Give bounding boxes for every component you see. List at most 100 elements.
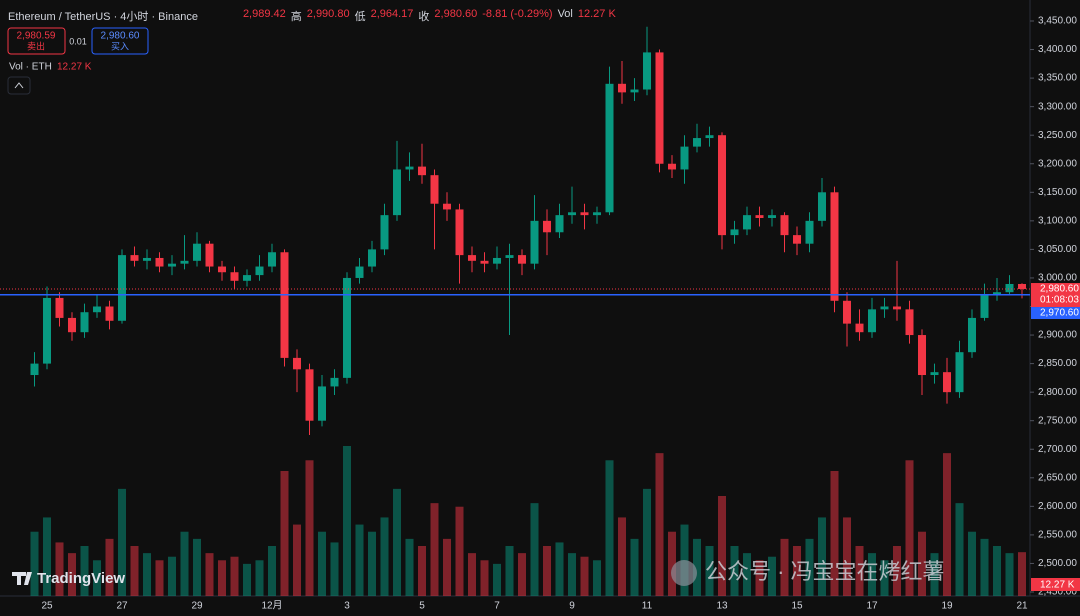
candle-body: [980, 295, 989, 318]
volume-bar: [205, 553, 214, 596]
sell-price: 2,980.59: [17, 31, 56, 42]
volume-bar: [380, 517, 389, 596]
symbol: Ethereum / TetherUS · 4小时 · Binance: [8, 11, 198, 23]
candle-body: [618, 83, 626, 93]
volume-bar: [543, 546, 551, 596]
volume-bar: [230, 556, 239, 596]
volume-bar: [493, 563, 501, 596]
buy-button[interactable]: [91, 27, 149, 55]
volume-bar: [568, 553, 576, 596]
volume-bar: [168, 556, 176, 596]
candle-body: [280, 252, 289, 358]
candle-body: [1005, 283, 1014, 293]
watermark-icon: [671, 560, 697, 586]
volume-bar: [105, 538, 114, 596]
candle-body: [68, 317, 76, 333]
volume-bar: [968, 531, 976, 596]
x-tick-label: 21: [1016, 601, 1028, 612]
volume-bar: [30, 531, 39, 596]
volume-bar: [218, 560, 226, 596]
sell-button[interactable]: [7, 27, 66, 55]
candle-body: [818, 192, 826, 221]
candle-body: [605, 83, 614, 213]
collapse-icon: [14, 82, 24, 89]
readout-item: 12.27 K: [577, 8, 616, 20]
x-tick-label: 17: [866, 601, 878, 612]
candle-body: [393, 169, 401, 216]
volume-bar: [193, 538, 201, 596]
y-tick-label: 2,550.00: [1038, 530, 1077, 541]
volume-bar: [518, 553, 526, 596]
candle-body: [805, 220, 814, 244]
y-tick-label: 3,350.00: [1038, 73, 1077, 84]
candle-body: [93, 306, 101, 313]
candle-body: [568, 212, 576, 216]
candle-body: [480, 260, 489, 264]
readout-item: 2,989.42: [242, 8, 286, 20]
volume-bar: [780, 538, 789, 596]
volume-bar: [768, 556, 776, 596]
volume-bar: [730, 546, 739, 596]
volume-bar: [393, 488, 401, 596]
candle-body: [530, 220, 539, 264]
candle-body: [305, 369, 314, 421]
x-tick-label: 19: [941, 601, 953, 612]
candle-body: [955, 352, 964, 393]
candle-body: [655, 52, 664, 164]
x-tick-label: 11: [642, 601, 653, 612]
volume-bar: [68, 553, 76, 596]
volume-bar: [443, 538, 451, 596]
candle-body: [855, 323, 864, 333]
volume-bar: [580, 556, 589, 596]
volume-bar: [605, 460, 614, 596]
volume-bar: [668, 531, 676, 596]
volume-bar: [718, 496, 726, 596]
candle-body: [880, 306, 889, 310]
candle-body: [43, 297, 51, 364]
candle-body: [943, 372, 951, 393]
candle-body: [905, 309, 914, 336]
volume-bar: [55, 542, 64, 596]
volume-bar: [555, 542, 564, 596]
candle-body: [893, 306, 901, 310]
volume-bar: [805, 538, 814, 596]
volume-bar: [293, 524, 301, 596]
candle-body: [268, 252, 276, 267]
volume-bar: [693, 538, 701, 596]
volume-bar: [318, 531, 326, 596]
candle-body: [368, 249, 376, 267]
volume-bar: [155, 560, 164, 596]
y-tick-label: 3,150.00: [1038, 187, 1077, 198]
y-tick-label: 2,700.00: [1038, 444, 1077, 455]
volume-bar: [143, 553, 151, 596]
readout-item: 2,964.17: [370, 8, 414, 20]
y-tick-label: 3,250.00: [1038, 130, 1077, 141]
volume-bar: [943, 453, 951, 596]
brand: TradingView: [37, 570, 125, 587]
volume-bar: [843, 517, 851, 596]
candle-body: [705, 135, 714, 139]
candle-body: [493, 257, 501, 264]
marker-price-box: [1031, 307, 1080, 320]
candle-body: [555, 215, 564, 233]
readout-item: 高: [290, 11, 302, 23]
legend-bar: Ethereum / TetherUS · 4小时 · Binance 2,98…: [8, 8, 616, 24]
candle-body: [405, 166, 414, 170]
y-tick-label: 2,600.00: [1038, 501, 1077, 512]
candle-body: [380, 215, 389, 250]
volume-legend-value: 12.27 K: [57, 62, 92, 73]
volume-bar: [830, 471, 839, 596]
volume-bar: [418, 546, 426, 596]
volume-bar: [255, 560, 264, 596]
candle-body: [243, 275, 251, 281]
collapse-button[interactable]: [7, 76, 31, 95]
candle-body: [793, 235, 801, 244]
candle-body: [455, 209, 464, 256]
y-tick-label: 3,450.00: [1038, 16, 1077, 27]
candle-body: [718, 135, 726, 236]
candle-body: [968, 317, 976, 353]
candle-body: [130, 255, 139, 261]
x-tick-label: 27: [116, 601, 128, 612]
